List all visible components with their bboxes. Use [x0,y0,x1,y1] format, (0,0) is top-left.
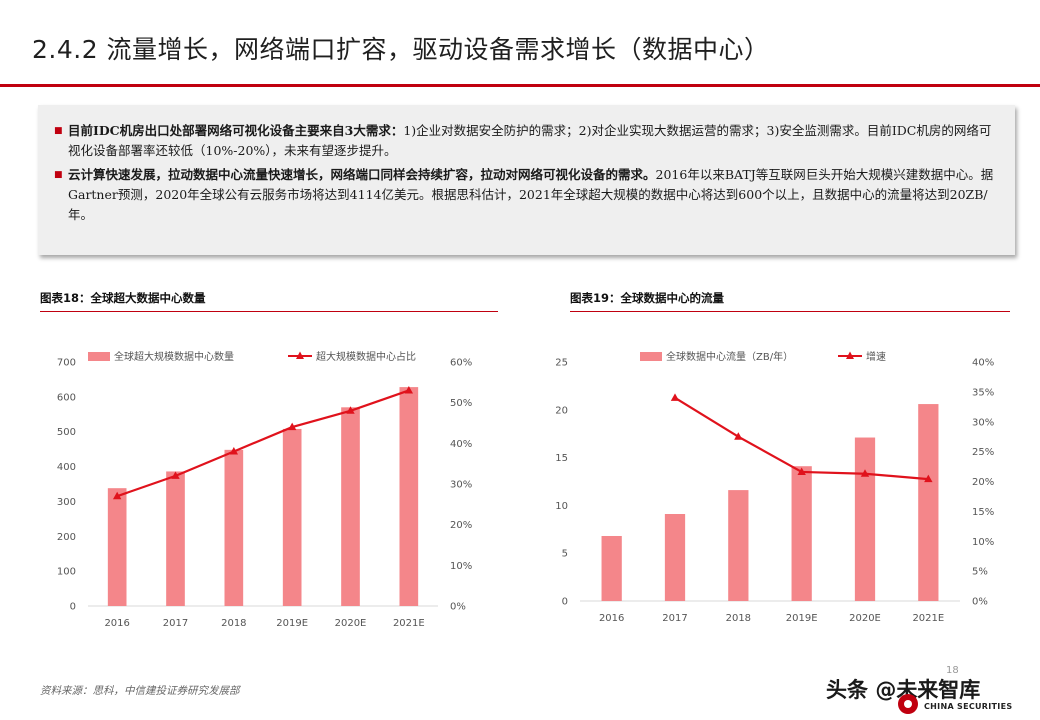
line-point-triangle [112,491,122,500]
x-tick-label: 2017 [163,618,188,629]
page-number: 18 [946,665,959,676]
at-icon: @ [875,678,897,702]
chart-1-title: 图表18：全球超大数据中心数量 [40,291,206,305]
y2-tick-label: 10% [450,561,472,572]
bar [224,449,244,606]
y2-tick-label: 50% [450,398,472,409]
chart-1: 0 100 200 300 400 500 600 700 0% 10% 20% 30% 40% 50% 6… [57,350,472,629]
line-point-triangle [734,432,743,440]
bar [854,437,876,601]
bullet-2-text: 2016年以来BATJ等互联网巨头开始大规模兴建数据中心。据Gartner预测，… [68,167,994,222]
y-tick-label: 300 [57,497,76,508]
line-point-triangle [229,446,239,455]
chart-2: 0 5 10 15 20 25 0% 5% 10% 15% 20% 25% 30% 35% 40% 2016 2… [555,350,994,624]
watermark-prefix: 头条 [826,678,868,702]
bullet-1-text: 1)企业对数据安全防护的需求；2)对企业实现大数据运营的需求；3)安全监测需求。… [68,123,992,158]
y-tick-label: 500 [57,427,76,438]
y-tick-label: 400 [57,462,76,473]
y2-tick-label: 40% [972,358,994,369]
bar [282,428,302,606]
series-line [116,389,410,498]
title-divider [0,84,1040,87]
y-tick-label: 0 [562,597,568,608]
line-point-triangle [670,393,680,401]
square-bullet-icon: ■ [54,170,63,180]
y2-tick-label: 60% [450,358,472,369]
y2-tick-label: 20% [972,477,994,488]
y-tick-label: 700 [57,358,76,369]
bullet-1-bold: 目前IDC机房出口处部署网络可视化设备主要来自3大需求： [68,123,404,138]
y2-tick-label: 30% [450,480,472,491]
bar [341,407,360,606]
y-tick-label: 200 [57,532,76,543]
legend-label: 全球超大规模数据中心数量 [114,350,234,363]
bar [601,535,622,601]
bar [107,488,127,606]
chart-2-title: 图表19：全球数据中心的流量 [570,291,725,305]
x-tick-label: 2021E [912,613,944,624]
source-note: 资料来源：思科，中信建投证券研究发展部 [40,685,240,697]
legend-triangle-icon [846,351,854,359]
y2-tick-label: 20% [450,520,472,531]
legend-label: 全球数据中心流量（ZB/年） [666,350,793,363]
y2-tick-label: 5% [972,567,988,578]
chart-2-divider [570,311,1010,312]
x-tick-label: 2018 [221,618,246,629]
summary-bullet-2: ■ 云计算快速发展，拉动数据中心流量快速增长，网络端口同样会持续扩容，拉动对网络… [54,165,995,225]
watermark: 头条 @未来智库 [826,674,980,704]
brand-name: CHINA SECURITIES [924,702,1013,711]
legend-bar-swatch [88,352,110,361]
legend-label: 增速 [866,350,886,363]
line-point-triangle [287,422,297,431]
bar [664,514,686,601]
bar [728,490,749,601]
y-tick-label: 20 [555,405,568,416]
bar [791,466,812,601]
line-point-triangle [924,474,933,483]
line-point-triangle [171,471,180,479]
y2-tick-label: 40% [450,439,472,450]
summary-box: ■ 目前IDC机房出口处部署网络可视化设备主要来自3大需求：1)企业对数据安全防… [38,105,1015,255]
x-tick-label: 2021E [393,618,425,629]
y-tick-label: 25 [555,358,568,369]
x-tick-label: 2019E [276,618,308,629]
y-tick-label: 10 [555,501,568,512]
x-tick-label: 2020E [849,613,881,624]
y-tick-label: 100 [57,567,76,578]
y2-tick-label: 30% [972,417,994,428]
y2-tick-label: 25% [972,447,994,458]
x-tick-label: 2017 [662,613,687,624]
y2-tick-label: 10% [972,537,994,548]
y2-tick-label: 35% [972,387,994,398]
chart-1-divider [40,311,498,312]
bullet-2-bold: 云计算快速发展，拉动数据中心流量快速增长，网络端口同样会持续扩容，拉动对网络可视… [68,167,656,182]
china-securities-logo-icon [898,694,918,714]
square-bullet-icon: ■ [54,126,63,136]
y2-tick-label: 0% [450,602,466,613]
x-tick-label: 2018 [726,613,751,624]
y-tick-label: 15 [555,453,568,464]
legend-label: 超大规模数据中心占比 [316,350,416,363]
line-point-triangle [860,469,870,477]
bar [399,387,419,606]
x-tick-label: 2020E [335,618,367,629]
page-title: 2.4.2 流量增长，网络端口扩容，驱动设备需求增长（数据中心） [32,35,770,64]
y-tick-label: 600 [57,392,76,403]
y2-tick-label: 0% [972,597,988,608]
summary-bullet-1: ■ 目前IDC机房出口处部署网络可视化设备主要来自3大需求：1)企业对数据安全防… [54,121,995,161]
x-tick-label: 2016 [599,613,624,624]
y-tick-label: 0 [70,602,76,613]
line-point-triangle [404,385,414,394]
legend-bar-swatch [640,352,662,361]
line-point-triangle [346,406,355,414]
legend-triangle-icon [296,351,304,359]
line-point-triangle [797,467,806,475]
bar [918,404,939,601]
x-tick-label: 2016 [104,618,129,629]
x-tick-label: 2019E [786,613,818,624]
bar [166,471,185,606]
y-tick-label: 5 [562,549,568,560]
y2-tick-label: 15% [972,507,994,518]
